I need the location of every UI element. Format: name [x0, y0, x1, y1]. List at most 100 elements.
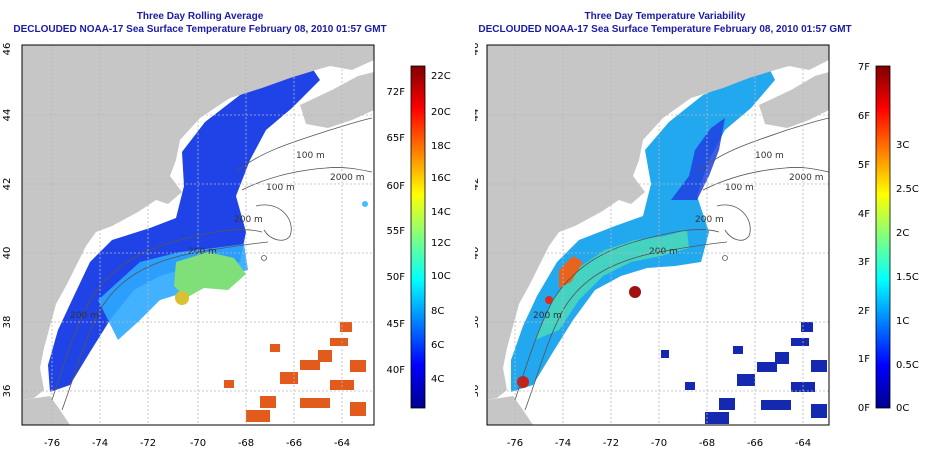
colorbar-c-label: 6C	[431, 340, 444, 351]
lat-tick-label: 42	[475, 178, 481, 191]
colorbar-c-label: 16C	[431, 173, 451, 184]
land-mask-florida-tail	[487, 396, 533, 425]
colorbar-f-label: 72F	[387, 87, 406, 98]
lon-axis: -76 -74 -72 -70 -68 -66 -64	[507, 438, 811, 449]
colorbar-f-label: 65F	[387, 133, 406, 144]
contour-labels: 100 m 2000 m 100 m 200 m 200 m 200 m	[70, 151, 365, 321]
lon-tick-label: -66	[747, 438, 763, 449]
lon-tick-label: -74	[555, 438, 571, 449]
lat-tick-label: 36	[475, 385, 481, 398]
sst-average-panel: Three Day Rolling Average DECLOUDED NOAA…	[2, 11, 451, 449]
lon-tick-label: -68	[238, 438, 254, 449]
lat-tick-label: 36	[2, 385, 13, 398]
contour-label: 200 m	[649, 247, 678, 257]
map-figure: 100 m 2000 m 100 m 200 m 200 m 200 m -76	[475, 43, 919, 449]
lon-tick-label: -70	[651, 438, 667, 449]
contour-label: 200 m	[234, 215, 263, 225]
colorbar-f-label: 55F	[387, 226, 406, 237]
sst-warm-spot	[175, 291, 189, 305]
variability-high-patch	[559, 256, 583, 288]
map-border	[21, 44, 375, 426]
colorbar-c-label: 0.5C	[896, 360, 919, 371]
variability-inner-band	[535, 230, 689, 340]
lon-tick-label: -70	[190, 438, 206, 449]
lon-tick-label: -72	[603, 438, 619, 449]
colorbar-f-label: 6F	[858, 111, 870, 122]
map-area: 100 m 2000 m 100 m 200 m 200 m 200 m	[22, 45, 374, 425]
colorbar-f-label: 60F	[387, 181, 406, 192]
colorbar-f-label: 5F	[858, 160, 870, 171]
panel-subtitle: DECLOUDED NOAA-17 Sea Surface Temperatur…	[13, 24, 387, 35]
lat-tick-label: 40	[475, 247, 481, 260]
colorbar-f-label: 7F	[858, 62, 870, 73]
land-mask-florida-tail	[22, 396, 70, 425]
lat-tick-label: 44	[475, 109, 481, 122]
land-mask-us-coast	[487, 45, 829, 400]
lat-tick-label: 40	[2, 247, 13, 260]
land-mask-us-coast	[22, 45, 374, 400]
map-area: 100 m 2000 m 100 m 200 m 200 m 200 m	[487, 45, 829, 425]
contour-label: 2000 m	[330, 173, 365, 183]
colorbar-c-label: 4C	[431, 374, 444, 385]
panel-title: Three Day Rolling Average	[136, 11, 264, 22]
colorbar-c-label: 10C	[431, 271, 451, 282]
bathymetry-contours	[51, 117, 373, 411]
colorbar-c-label: 18C	[431, 141, 451, 152]
panel-subtitle: DECLOUDED NOAA-17 Sea Surface Temperatur…	[478, 24, 852, 35]
bathymetry-contours	[514, 117, 829, 411]
land-mask-nova-scotia	[759, 72, 829, 128]
colorbar-f-label: 45F	[387, 319, 406, 330]
colorbar-f-label: 1F	[858, 354, 870, 365]
lon-axis: -76 -74 -72 -70 -68 -66 -64	[44, 438, 350, 449]
lat-lon-grid	[22, 45, 374, 425]
variability-high-spot	[517, 376, 529, 388]
lat-axis: 36 38 40 42 44 46	[475, 43, 481, 398]
lon-tick-label: -76	[44, 438, 60, 449]
contour-labels: 100 m 2000 m 100 m 200 m 200 m 200 m	[533, 151, 824, 321]
colorbar-f-label: 3F	[858, 257, 870, 268]
lon-tick-label: -72	[140, 438, 156, 449]
sst-warm-spot	[362, 201, 368, 207]
map-figure: 100 m 2000 m 100 m 200 m 200 m 200 m -76	[2, 43, 451, 449]
colorbar-f-label: 0F	[858, 403, 870, 414]
lat-axis: 36 38 40 42 44 46	[2, 43, 13, 398]
contour-label: 200 m	[533, 311, 562, 321]
lon-tick-label: -76	[507, 438, 523, 449]
lat-tick-label: 38	[2, 316, 13, 329]
lat-tick-label: 38	[475, 316, 481, 329]
lat-lon-grid	[487, 45, 829, 425]
contour-label: 100 m	[725, 183, 754, 193]
lat-tick-label: 44	[2, 109, 13, 122]
lon-tick-label: -64	[334, 438, 350, 449]
colorbar-c-label: 22C	[431, 71, 451, 82]
variability-low-patch	[671, 118, 725, 200]
colorbar-c-label: 8C	[431, 306, 444, 317]
lon-tick-label: -68	[699, 438, 715, 449]
contour-label: 100 m	[266, 183, 295, 193]
contour-label: 100 m	[755, 151, 784, 161]
lat-tick-label: 42	[2, 178, 13, 191]
colorbar-c-label: 2C	[896, 228, 909, 239]
contour-label: 200 m	[70, 311, 99, 321]
lon-tick-label: -66	[286, 438, 302, 449]
color-scale-bar: 7F 6F 5F 4F 3F 2F 1F 0F 3C 2.5C 2C 1.5C …	[858, 62, 919, 414]
map-border	[486, 44, 830, 426]
panel-title: Three Day Temperature Variability	[584, 11, 746, 22]
lat-tick-label: 46	[2, 43, 13, 56]
sst-variability-panel: Three Day Temperature Variability DECLOU…	[475, 0, 950, 475]
contour-label: 2000 m	[789, 173, 824, 183]
colorbar-c-label: 3C	[896, 140, 909, 151]
sst-warm-patch	[174, 252, 246, 298]
colorbar-c-label: 0C	[896, 403, 909, 414]
colorbar-c-label: 1.5C	[896, 272, 919, 283]
land-mask-nova-scotia	[300, 72, 374, 128]
colorbar-f-label: 2F	[858, 306, 870, 317]
lat-tick-label: 46	[475, 43, 481, 56]
variability-high-spot	[629, 286, 641, 298]
colorbar-c-label: 20C	[431, 107, 451, 118]
colorbar-c-label: 12C	[431, 238, 451, 249]
colorbar-c-label: 1C	[896, 316, 909, 327]
color-scale-bar: 72F 65F 60F 55F 50F 45F 40F 22C 20C 18C …	[387, 65, 451, 409]
colorbar-c-label: 2.5C	[896, 184, 919, 195]
contour-label: 100 m	[296, 151, 325, 161]
